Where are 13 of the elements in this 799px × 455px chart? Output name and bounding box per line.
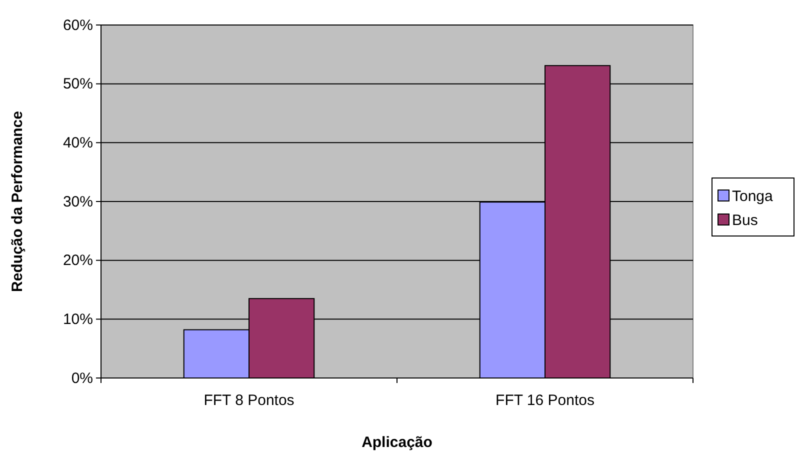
legend-label: Tonga — [732, 188, 774, 205]
y-tick-label: 10% — [62, 310, 93, 328]
y-tick-label: 60% — [62, 16, 93, 34]
y-tick-label: 50% — [62, 76, 93, 93]
x-tick-label: FFT 8 Pontos — [204, 392, 294, 409]
y-tick-label: 20% — [62, 252, 93, 270]
x-axis-title: Aplicação — [362, 434, 432, 451]
x-tick-label: FFT 16 Pontos — [496, 392, 594, 409]
y-axis-title: Redução da Performance — [9, 111, 26, 292]
y-tick-label: 0% — [71, 370, 93, 387]
legend-label: Bus — [732, 212, 758, 229]
y-tick-label: 30% — [62, 193, 93, 210]
y-tick-label: 40% — [62, 134, 93, 152]
